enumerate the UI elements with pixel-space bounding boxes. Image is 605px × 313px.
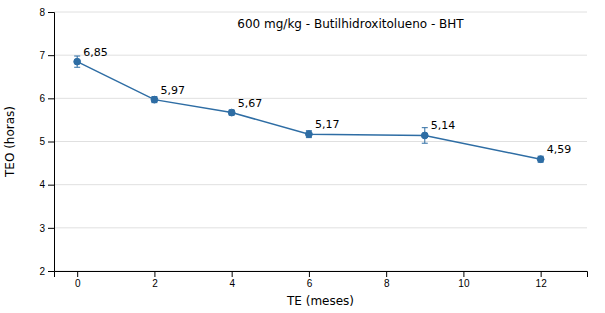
tick: 12: [536, 271, 548, 289]
x-axis-title: TE (meses): [286, 294, 354, 308]
grid-line: [54, 55, 587, 56]
tick: 2: [152, 271, 158, 289]
tick: 3: [39, 223, 54, 234]
point: [151, 96, 158, 103]
error-bar: [74, 56, 80, 67]
error-bar: [306, 131, 312, 138]
tick: 6: [307, 271, 313, 289]
x-axis: 0 2 4 6 8 10 12: [55, 271, 588, 289]
tick-label: 2: [39, 266, 45, 277]
tick: 5: [39, 136, 54, 147]
tick: 10: [458, 271, 470, 289]
axis-line: [48, 13, 55, 272]
tick-label: 6: [39, 93, 45, 104]
tick: 4: [39, 179, 54, 190]
tick: 0: [75, 271, 81, 289]
tick-mark: [541, 271, 542, 277]
error-bar: [422, 128, 428, 144]
point: [306, 131, 313, 138]
tick-mark: [48, 98, 54, 99]
data-label: 6,85: [83, 46, 108, 59]
tick-mark: [48, 55, 54, 56]
tick: 8: [384, 271, 390, 289]
tick-label: 2: [152, 278, 158, 289]
tick: 7: [39, 50, 54, 61]
data-label: 5,97: [160, 84, 185, 97]
grid-line: [54, 12, 587, 13]
tick-label: 8: [384, 278, 390, 289]
tick-mark: [48, 12, 54, 13]
annotation: 600 mg/kg - Butilhidroxitolueno - BHT: [237, 17, 464, 31]
tick-label: 6: [307, 278, 313, 289]
error-bar: [229, 110, 235, 115]
tick: 2: [39, 266, 54, 277]
chart: 0 2 4 6 8 10 12 2 3 4 5 6 7 8 TE (meses) TEO (horas) 6,8…: [0, 0, 605, 313]
tick-mark: [386, 271, 387, 277]
data-label: 5,17: [315, 118, 340, 131]
y-axis-title: TEO (horas): [3, 106, 17, 178]
tick: 8: [39, 7, 54, 18]
point: [74, 58, 81, 65]
tick-label: 3: [39, 223, 45, 234]
grid-line: [54, 184, 587, 185]
tick-mark: [77, 271, 78, 277]
tick: 4: [229, 271, 235, 289]
tick: 6: [39, 93, 54, 104]
point: [228, 109, 235, 116]
tick-mark: [232, 271, 233, 277]
grid: [54, 12, 587, 271]
tick-mark: [463, 271, 464, 277]
data-label: 5,67: [238, 97, 263, 110]
data-label: 5,14: [431, 119, 456, 132]
tick-mark: [48, 142, 54, 143]
marks: [74, 56, 544, 163]
tick-label: 12: [536, 278, 548, 289]
error-bar: [538, 156, 544, 162]
y-axis: 2 3 4 5 6 7 8: [39, 7, 54, 277]
point: [421, 132, 428, 139]
error-bar: [151, 97, 157, 103]
tick-label: 0: [75, 278, 81, 289]
tick-label: 10: [458, 278, 470, 289]
tick-label: 7: [39, 50, 45, 61]
tick-label: 4: [229, 278, 235, 289]
tick-mark: [48, 271, 54, 272]
point: [537, 156, 544, 163]
axis-line: [55, 272, 588, 278]
tick-label: 5: [39, 136, 45, 147]
tick-label: 4: [39, 179, 45, 190]
data-labels: 6,85 5,97 5,67 5,17 5,14 4,59: [83, 46, 571, 157]
tick-mark: [309, 271, 310, 277]
grid-line: [54, 141, 587, 142]
tick-mark: [48, 185, 54, 186]
grid-line: [54, 227, 587, 228]
line: [77, 62, 540, 160]
data-label: 4,59: [547, 143, 572, 156]
grid-line: [54, 98, 587, 99]
tick-label: 8: [39, 7, 45, 18]
tick-mark: [48, 228, 54, 229]
tick-mark: [154, 271, 155, 277]
